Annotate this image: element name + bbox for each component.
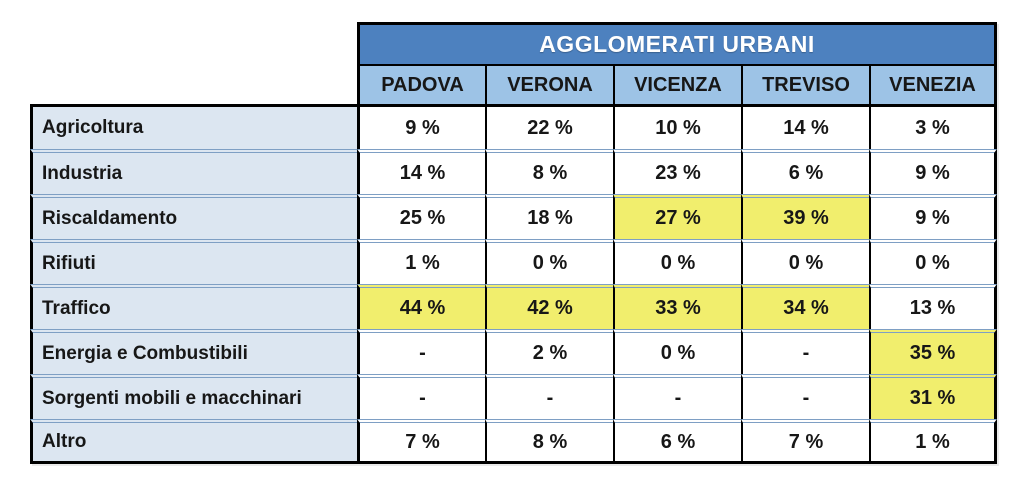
- data-cell: 42 %: [485, 284, 613, 329]
- data-cell: 34 %: [741, 284, 869, 329]
- data-cell: 27 %: [613, 194, 741, 239]
- data-cell: 8 %: [485, 419, 613, 464]
- data-cell: 0 %: [741, 239, 869, 284]
- data-cell: 8 %: [485, 149, 613, 194]
- row-label-industria: Industria: [30, 149, 357, 194]
- data-cell: 2 %: [485, 329, 613, 374]
- data-cell: -: [357, 329, 485, 374]
- data-cell: 39 %: [741, 194, 869, 239]
- data-cell: 0 %: [869, 239, 997, 284]
- data-cell: 0 %: [613, 239, 741, 284]
- data-cell: 9 %: [869, 194, 997, 239]
- data-cell: 14 %: [357, 149, 485, 194]
- data-cell: -: [613, 374, 741, 419]
- data-cell: 33 %: [613, 284, 741, 329]
- emissions-sources-table: AGGLOMERATI URBANI PADOVA VERONA VICENZA…: [30, 22, 997, 464]
- data-cell: 13 %: [869, 284, 997, 329]
- data-cell: 6 %: [613, 419, 741, 464]
- data-cell: 31 %: [869, 374, 997, 419]
- data-cell: 1 %: [869, 419, 997, 464]
- row-label-altro: Altro: [30, 419, 357, 464]
- table-title: AGGLOMERATI URBANI: [357, 22, 997, 66]
- data-cell: 0 %: [485, 239, 613, 284]
- column-header-verona: VERONA: [485, 66, 613, 104]
- data-cell: 1 %: [357, 239, 485, 284]
- row-label-rifiuti: Rifiuti: [30, 239, 357, 284]
- row-label-riscaldamento: Riscaldamento: [30, 194, 357, 239]
- column-header-venezia: VENEZIA: [869, 66, 997, 104]
- data-cell: 44 %: [357, 284, 485, 329]
- row-label-agricoltura: Agricoltura: [30, 104, 357, 149]
- column-header-vicenza: VICENZA: [613, 66, 741, 104]
- row-label-sorgenti-mobili-e-macchinari: Sorgenti mobili e macchinari: [30, 374, 357, 419]
- data-cell: -: [357, 374, 485, 419]
- column-header-padova: PADOVA: [357, 66, 485, 104]
- corner-spacer: [30, 22, 357, 104]
- data-cell: -: [741, 374, 869, 419]
- data-cell: 9 %: [869, 149, 997, 194]
- data-cell: 23 %: [613, 149, 741, 194]
- data-cell: 25 %: [357, 194, 485, 239]
- data-cell: 35 %: [869, 329, 997, 374]
- data-cell: 10 %: [613, 104, 741, 149]
- data-cell: 6 %: [741, 149, 869, 194]
- row-label-traffico: Traffico: [30, 284, 357, 329]
- data-cell: 0 %: [613, 329, 741, 374]
- data-cell: 7 %: [741, 419, 869, 464]
- data-cell: 18 %: [485, 194, 613, 239]
- data-cell: 9 %: [357, 104, 485, 149]
- column-header-treviso: TREVISO: [741, 66, 869, 104]
- data-cell: -: [741, 329, 869, 374]
- row-label-energia-e-combustibili: Energia e Combustibili: [30, 329, 357, 374]
- data-cell: 22 %: [485, 104, 613, 149]
- data-cell: -: [485, 374, 613, 419]
- data-cell: 14 %: [741, 104, 869, 149]
- data-cell: 3 %: [869, 104, 997, 149]
- data-cell: 7 %: [357, 419, 485, 464]
